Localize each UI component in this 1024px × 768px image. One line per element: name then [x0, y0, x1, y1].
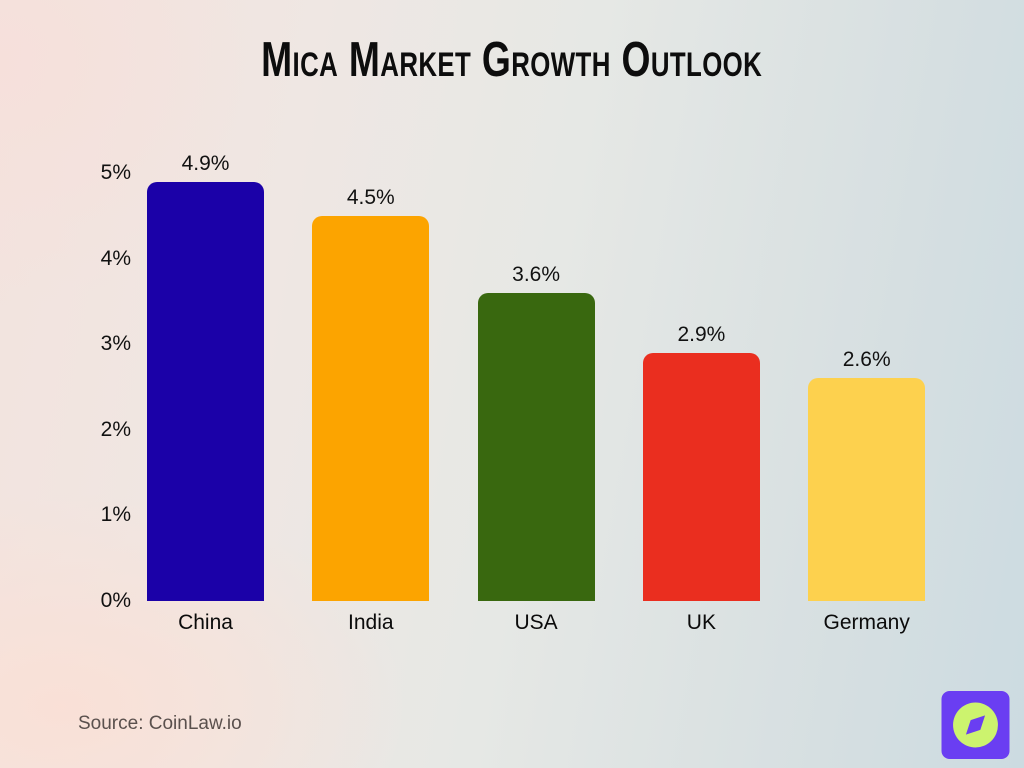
- y-axis-tick-label: 4%: [100, 246, 131, 270]
- brand-logo: [941, 691, 1010, 759]
- bar-india: [312, 215, 430, 601]
- bar-value-label: 4.5%: [346, 185, 395, 209]
- bar-usa: [477, 292, 595, 601]
- x-axis-category-label: China: [178, 611, 233, 634]
- x-axis-category-label: UK: [686, 611, 716, 634]
- chart-title: Mica Market Growth Outlook: [261, 33, 763, 87]
- x-axis-category-label: Germany: [823, 611, 910, 634]
- x-axis-category-label: India: [348, 611, 394, 634]
- bar-china: [147, 181, 264, 601]
- y-axis-tick-label: 1%: [100, 503, 131, 527]
- y-axis-tick-label: 2%: [100, 417, 131, 441]
- source-note: Source: CoinLaw.io: [78, 713, 242, 734]
- bar-value-label: 2.9%: [677, 322, 726, 346]
- compass-icon: [941, 691, 1010, 759]
- bar-germany: [808, 378, 926, 601]
- bar-value-label: 4.9%: [181, 151, 230, 175]
- bar-value-label: 3.6%: [512, 262, 561, 286]
- x-axis-category-label: USA: [514, 611, 558, 634]
- bar-value-label: 2.6%: [842, 348, 891, 372]
- bar-uk: [642, 352, 760, 601]
- y-axis-tick-label: 5%: [100, 161, 131, 184]
- y-axis-tick-label: 0%: [100, 589, 131, 612]
- y-axis-tick-label: 3%: [100, 332, 131, 356]
